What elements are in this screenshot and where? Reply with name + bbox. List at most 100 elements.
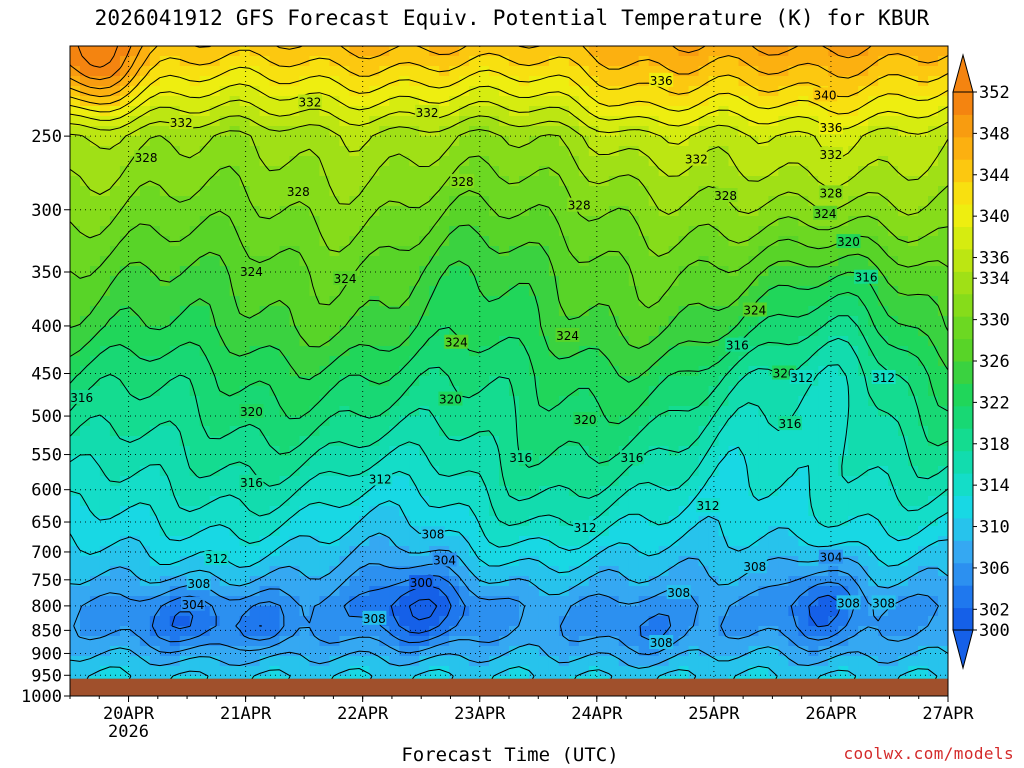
field-cell	[499, 166, 510, 177]
field-cell	[788, 66, 799, 77]
field-cell	[209, 396, 221, 407]
field-cell	[309, 476, 321, 487]
field-cell	[499, 46, 510, 57]
field-cell	[578, 166, 590, 177]
field-cell	[518, 416, 530, 427]
field-cell	[139, 286, 151, 297]
field-cell	[768, 156, 779, 167]
field-cell	[259, 456, 271, 467]
field-cell	[169, 356, 181, 367]
field-cell	[169, 166, 181, 177]
field-cell	[369, 116, 380, 127]
field-cell	[688, 76, 700, 87]
field-cell	[728, 556, 740, 567]
field-cell	[229, 296, 241, 307]
field-cell	[79, 566, 91, 577]
field-cell	[149, 276, 161, 287]
field-cell	[738, 496, 750, 507]
field-cell	[489, 226, 500, 237]
field-cell	[918, 576, 929, 587]
field-cell	[79, 556, 91, 567]
field-cell	[149, 596, 161, 607]
field-cell	[469, 366, 480, 377]
field-cell	[419, 516, 430, 527]
field-cell	[459, 216, 470, 227]
field-cell	[189, 126, 201, 137]
field-cell	[139, 466, 151, 477]
field-cell	[99, 126, 111, 137]
field-cell	[638, 46, 650, 57]
field-cell	[219, 366, 231, 377]
field-cell	[548, 586, 560, 597]
field-cell	[668, 606, 680, 617]
field-cell	[459, 306, 470, 317]
field-cell	[828, 76, 839, 87]
field-cell	[798, 106, 809, 117]
field-cell	[179, 356, 191, 367]
field-cell	[768, 526, 779, 537]
field-cell	[469, 286, 480, 297]
field-cell	[728, 426, 740, 437]
field-cell	[628, 96, 640, 107]
field-cell	[379, 276, 390, 287]
field-cell	[648, 366, 660, 377]
field-cell	[528, 406, 540, 417]
field-cell	[728, 586, 740, 597]
field-cell	[718, 586, 730, 597]
field-cell	[748, 496, 760, 507]
field-cell	[70, 556, 81, 567]
field-cell	[359, 576, 370, 587]
field-cell	[528, 146, 540, 157]
field-cell	[289, 106, 301, 117]
field-cell	[758, 136, 770, 147]
field-cell	[179, 566, 191, 577]
field-cell	[698, 106, 710, 117]
field-cell	[319, 436, 331, 447]
field-cell	[159, 446, 171, 457]
field-cell	[329, 136, 340, 147]
field-cell	[289, 606, 301, 617]
field-cell	[149, 246, 161, 257]
field-cell	[848, 216, 859, 227]
field-cell	[798, 466, 809, 477]
field-cell	[658, 166, 670, 177]
field-cell	[189, 496, 201, 507]
field-cell	[698, 406, 710, 417]
field-cell	[229, 46, 241, 57]
field-cell	[688, 416, 700, 427]
field-cell	[878, 136, 889, 147]
field-cell	[169, 126, 181, 137]
field-cell	[858, 586, 869, 597]
field-cell	[598, 416, 610, 427]
field-cell	[369, 206, 380, 217]
field-cell	[449, 496, 460, 507]
field-cell	[139, 236, 151, 247]
field-cell	[788, 206, 799, 217]
field-cell	[229, 286, 241, 297]
field-cell	[688, 286, 700, 297]
field-cell	[189, 216, 201, 227]
field-cell	[898, 396, 909, 407]
field-cell	[898, 556, 909, 567]
field-cell	[908, 426, 919, 437]
field-cell	[798, 86, 809, 97]
field-cell	[668, 186, 680, 197]
field-cell	[409, 336, 420, 347]
field-cell	[898, 586, 909, 597]
field-cell	[578, 306, 590, 317]
field-cell	[538, 196, 550, 207]
field-cell	[259, 236, 271, 247]
field-cell	[109, 416, 121, 427]
field-cell	[109, 106, 121, 117]
field-cell	[808, 56, 819, 67]
field-cell	[788, 596, 799, 607]
field-cell	[359, 326, 370, 337]
field-cell	[289, 166, 301, 177]
field-cell	[459, 396, 470, 407]
field-cell	[449, 266, 460, 277]
field-cell	[479, 186, 490, 197]
field-cell	[249, 146, 261, 157]
field-cell	[189, 556, 201, 567]
field-cell	[399, 236, 410, 247]
field-cell	[638, 286, 650, 297]
